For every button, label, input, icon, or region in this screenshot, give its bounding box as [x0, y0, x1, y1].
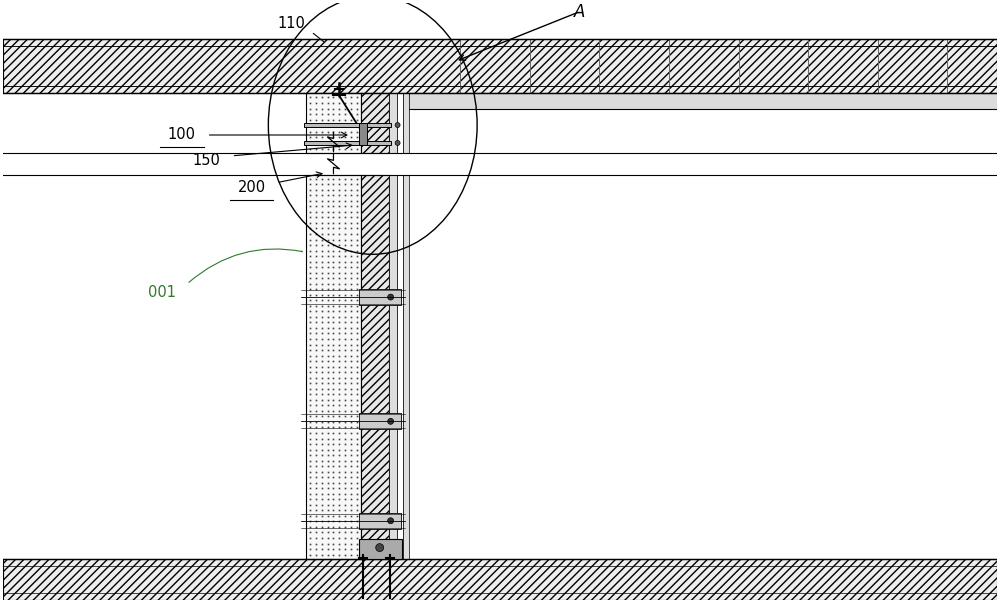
Bar [306, 93, 361, 153]
Bar [359, 289, 401, 305]
Bar [403, 175, 409, 558]
Circle shape [395, 141, 400, 145]
Circle shape [376, 544, 384, 552]
Circle shape [388, 294, 394, 300]
Bar [359, 413, 401, 429]
FancyArrowPatch shape [189, 249, 302, 282]
Bar [403, 93, 409, 153]
Bar [397, 93, 403, 153]
Circle shape [395, 123, 400, 127]
Text: 150: 150 [193, 153, 221, 168]
Text: 100: 100 [168, 127, 196, 142]
Bar [359, 513, 401, 529]
Bar [361, 93, 389, 153]
Text: 001: 001 [148, 285, 176, 299]
Circle shape [388, 418, 394, 424]
Bar [3, 558, 997, 600]
Bar [304, 141, 391, 145]
Bar [397, 175, 403, 558]
Bar [389, 93, 397, 153]
Bar [306, 175, 361, 558]
Circle shape [388, 518, 394, 523]
Bar [3, 38, 997, 93]
Bar [359, 538, 402, 558]
Text: 200: 200 [237, 180, 266, 195]
Bar [3, 87, 997, 93]
Bar [409, 93, 997, 109]
Bar [359, 123, 367, 145]
Text: 110: 110 [277, 16, 305, 31]
Text: A: A [574, 3, 585, 20]
Bar [361, 175, 389, 558]
Bar [304, 123, 391, 127]
Bar [389, 175, 397, 558]
Bar [3, 38, 997, 46]
